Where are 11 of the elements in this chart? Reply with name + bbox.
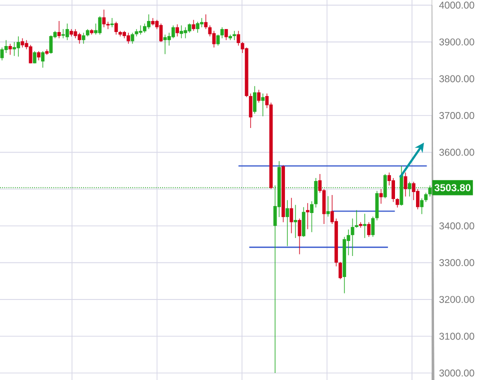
ref-line-label: 3503.80 (434, 184, 470, 192)
y-tick-label: 3100.00 (439, 332, 474, 340)
y-tick-label: 3800.00 (439, 75, 474, 82)
y-tick-label: 4000.00 (439, 2, 474, 9)
y-tick-label: 3300.00 (439, 259, 474, 266)
y-tick-label: 3900.00 (439, 38, 474, 46)
y-tick-label: 3600.00 (439, 148, 474, 156)
y-tick-label: 3200.00 (439, 296, 474, 303)
y-tick-label: 3400.00 (439, 222, 474, 230)
y-tick-label: 3700.00 (439, 112, 474, 120)
y-tick-label: 3000.00 (439, 370, 474, 377)
